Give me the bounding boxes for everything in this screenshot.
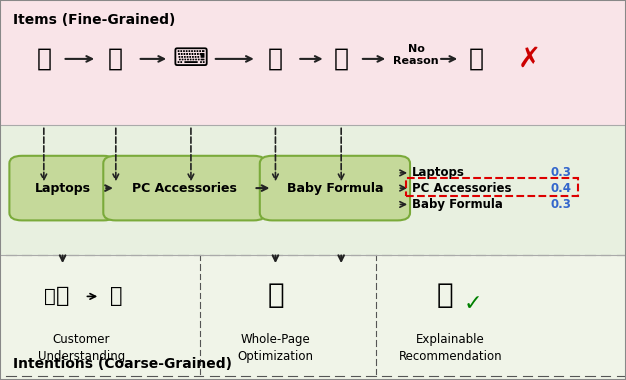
Text: Baby Formula: Baby Formula — [412, 198, 503, 211]
Text: 📊: 📊 — [110, 287, 122, 306]
Text: 👥: 👥 — [44, 287, 56, 306]
Text: 0.4: 0.4 — [551, 182, 572, 195]
Text: PC Accessories: PC Accessories — [132, 182, 237, 195]
Text: Baby Formula: Baby Formula — [287, 182, 383, 195]
Text: Whole-Page
Optimization: Whole-Page Optimization — [237, 333, 314, 363]
Text: 0.3: 0.3 — [551, 166, 572, 179]
Text: 📄: 📄 — [267, 280, 284, 309]
Text: 🥛: 🥛 — [268, 47, 283, 71]
FancyBboxPatch shape — [0, 0, 626, 125]
Text: ✗: ✗ — [517, 45, 541, 73]
Text: 🥛: 🥛 — [468, 47, 483, 71]
Text: 0.3: 0.3 — [551, 198, 572, 211]
Text: Customer
Understanding: Customer Understanding — [38, 333, 125, 363]
Text: No
Reason: No Reason — [394, 44, 439, 66]
FancyBboxPatch shape — [9, 156, 116, 220]
Text: Items (Fine-Grained): Items (Fine-Grained) — [13, 13, 175, 27]
FancyBboxPatch shape — [0, 125, 626, 255]
Text: Laptops: Laptops — [34, 182, 91, 195]
Text: ⌨️: ⌨️ — [173, 47, 209, 71]
Text: 🔍: 🔍 — [56, 287, 69, 306]
Text: 🖱️: 🖱️ — [108, 47, 123, 71]
Text: Intentions (Coarse-Grained): Intentions (Coarse-Grained) — [13, 356, 232, 370]
Text: 🎒: 🎒 — [436, 280, 453, 309]
Text: Laptops: Laptops — [412, 166, 464, 179]
Text: Explainable
Recommendation: Explainable Recommendation — [399, 333, 503, 363]
Text: ✓: ✓ — [463, 294, 482, 314]
FancyBboxPatch shape — [0, 255, 626, 380]
FancyBboxPatch shape — [260, 156, 410, 220]
Text: 🥛: 🥛 — [334, 47, 349, 71]
Text: PC Accessories: PC Accessories — [412, 182, 511, 195]
Text: 💻: 💻 — [36, 47, 51, 71]
FancyBboxPatch shape — [103, 156, 266, 220]
